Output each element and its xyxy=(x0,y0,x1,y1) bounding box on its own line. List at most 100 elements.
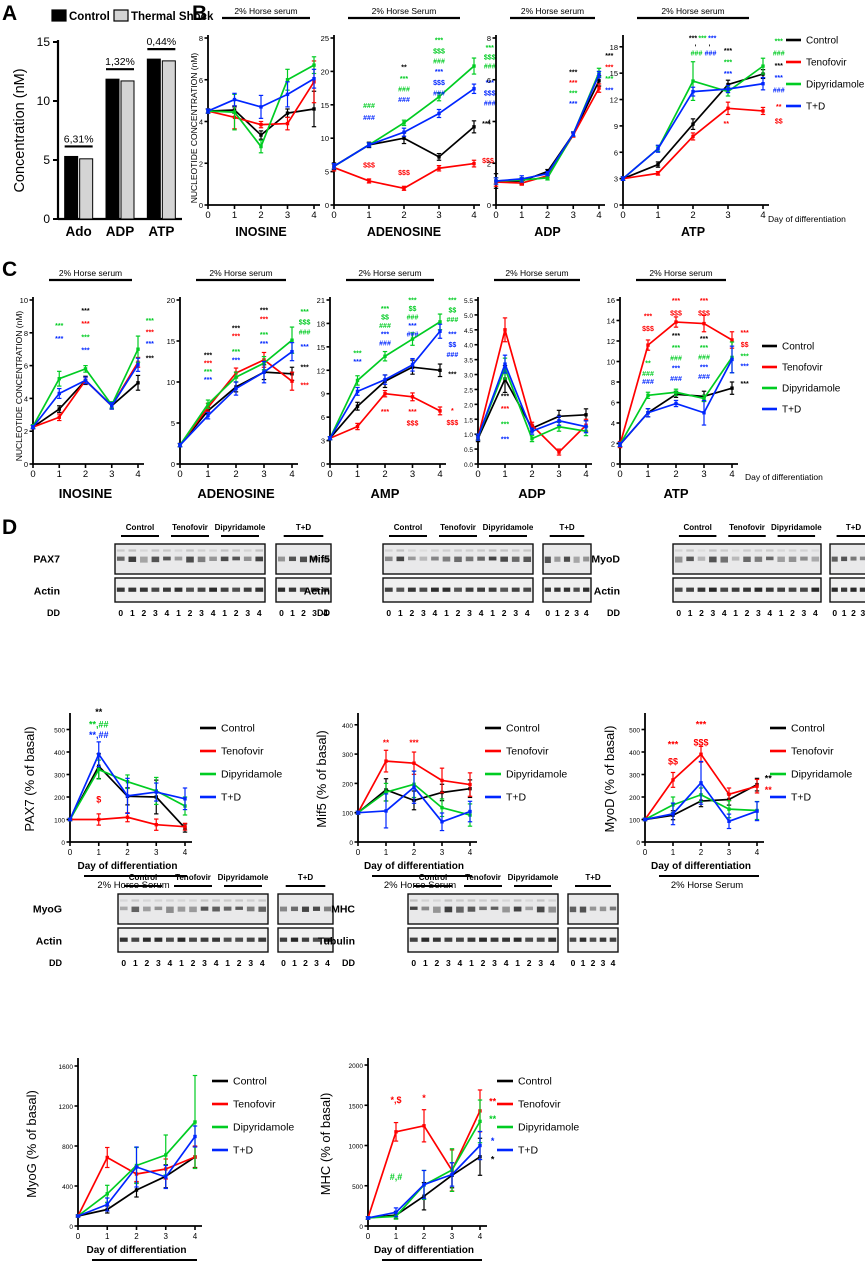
data-point xyxy=(727,807,731,811)
blot-smear xyxy=(511,549,520,552)
dd-tick-label-td: 1 xyxy=(581,958,586,968)
data-point xyxy=(440,820,444,824)
blot-smear xyxy=(143,899,151,902)
stat-annotation-14: ### xyxy=(447,317,459,324)
stat-annotation-7: *** xyxy=(605,87,613,94)
loading-band xyxy=(536,937,545,942)
dd-tick-label: 0 xyxy=(411,958,416,968)
dd-tick-label: 1 xyxy=(133,958,138,968)
loading-band xyxy=(200,937,209,942)
legend-label-1: Tenofovir xyxy=(806,58,847,69)
panel-b-y-axis-title: NUCLEOTIDE CONCENTRATION (nM) xyxy=(189,53,199,204)
dd-row-label: DD xyxy=(607,608,620,618)
stat-annotation-9: *** xyxy=(260,316,268,323)
data-point xyxy=(702,411,706,415)
stat-annotation-10: $$$ xyxy=(433,80,445,87)
dd-tick-label: 2 xyxy=(481,958,486,968)
data-point xyxy=(438,329,442,333)
data-point xyxy=(472,64,476,68)
data-point xyxy=(646,343,650,347)
blot-band xyxy=(709,556,717,563)
x-tick-label: 2 xyxy=(699,848,704,857)
stat-annotation-4: ### xyxy=(379,323,391,330)
loading-band xyxy=(142,937,151,942)
blot-band xyxy=(490,906,499,910)
stat-annotation-8: *** xyxy=(724,59,732,66)
y-tick-label: 4.5 xyxy=(464,328,473,335)
data-point xyxy=(755,809,759,813)
legend-label-1: Tenofovir xyxy=(782,363,823,374)
stat-annotation-4: *** xyxy=(605,53,613,60)
loading-band xyxy=(523,587,532,592)
blot-band-td xyxy=(301,906,310,912)
x-tick-label: 1 xyxy=(232,210,237,221)
blot-band xyxy=(119,906,128,911)
blot-smear xyxy=(500,549,508,552)
blot-smear xyxy=(754,549,763,552)
y-tick-label: 4 xyxy=(24,394,28,403)
data-point xyxy=(410,337,415,341)
blot-protein-label-mif5: Mif5 xyxy=(309,554,330,566)
blot-smear xyxy=(788,549,797,552)
data-point xyxy=(412,761,416,765)
chart-title-atp-4: ATP xyxy=(663,486,688,501)
stat-annotation-0: ** xyxy=(383,738,390,747)
x-tick-label: 1 xyxy=(394,1232,399,1241)
stat-annotation-11: *** xyxy=(260,341,268,348)
data-point xyxy=(472,161,476,166)
blot-smear xyxy=(777,549,785,552)
data-point xyxy=(285,121,290,126)
legend-label-1: Tenofovir xyxy=(518,1099,561,1111)
series-line-dipyridamole xyxy=(495,72,600,182)
y-tick-label: 2.5 xyxy=(464,387,473,394)
y-tick-label: 3.5 xyxy=(464,358,473,365)
data-point xyxy=(312,63,316,67)
blot-band xyxy=(686,556,694,562)
x-tick-label: 0 xyxy=(475,469,480,480)
data-point xyxy=(356,810,360,815)
loading-band xyxy=(686,587,694,592)
graph-y-axis-title: MyoD (% of basal) xyxy=(602,726,617,833)
stat-annotation-16: ** xyxy=(645,361,651,368)
x-tick-label: 3 xyxy=(571,210,576,221)
y-tick-label: 15 xyxy=(167,337,175,346)
dd-tick-label-td: 4 xyxy=(325,958,330,968)
dd-tick-label: 3 xyxy=(513,608,518,618)
data-point xyxy=(618,442,622,447)
y-tick-label: 15 xyxy=(321,101,329,110)
chart-title-adenosine-1: ADENOSINE xyxy=(197,486,275,501)
blot-smear xyxy=(548,899,557,902)
loading-band xyxy=(212,937,220,942)
dd-row-label: DD xyxy=(317,608,330,618)
blot-band-td xyxy=(609,906,617,911)
stat-annotation-6: *** xyxy=(435,38,443,45)
blot-band-td xyxy=(831,556,838,562)
blot-smear xyxy=(743,549,751,552)
loading-band xyxy=(548,937,557,942)
blot-group-label-control: Control xyxy=(683,523,711,532)
data-point xyxy=(691,79,695,83)
stat-annotation-22: * xyxy=(451,408,454,415)
blot-band xyxy=(246,906,255,912)
blot-smear xyxy=(419,549,428,552)
blot-smear xyxy=(177,899,186,902)
blot-group-label-td: T+D xyxy=(298,873,314,882)
y-tick-label: 20 xyxy=(167,296,175,305)
data-point xyxy=(367,179,371,183)
data-point xyxy=(702,321,706,326)
x-tick-label: 4 xyxy=(583,469,588,480)
data-point xyxy=(206,402,210,406)
loading-band xyxy=(131,937,140,942)
x-tick-label: 2 xyxy=(382,469,387,480)
y-tick-label: 1.5 xyxy=(464,417,473,424)
loading-band-td xyxy=(583,587,590,592)
blot-smear xyxy=(235,899,243,902)
data-point xyxy=(438,320,442,324)
blot-mhc: Control Tenofovir Dipyridamole T+D MHC Tubuli… xyxy=(318,873,619,968)
data-point xyxy=(674,320,678,324)
y-tick-label: 300 xyxy=(342,752,353,759)
serum-label: 2% Horse serum xyxy=(661,6,724,16)
y-tick-label: 2 xyxy=(487,159,491,168)
dd-tick-label: 3 xyxy=(467,608,472,618)
